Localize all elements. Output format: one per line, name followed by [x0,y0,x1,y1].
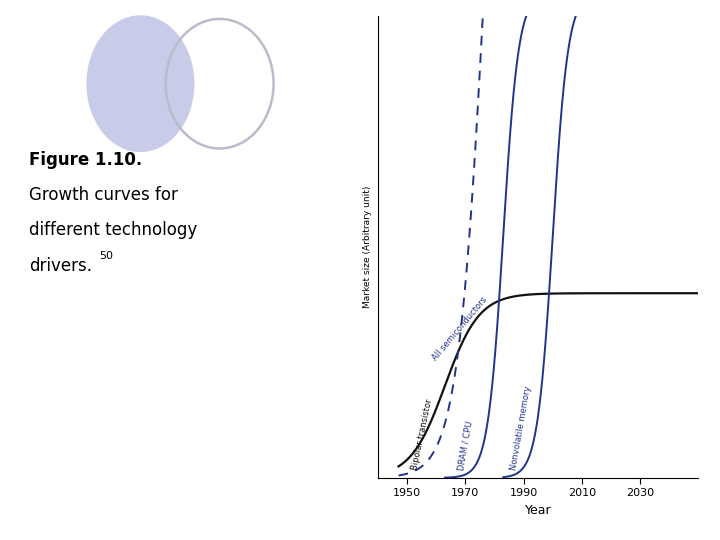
Text: Figure 1.10.: Figure 1.10. [29,151,142,169]
Text: drivers.: drivers. [29,256,92,274]
X-axis label: Year: Year [525,504,552,517]
Text: Bipolar transistor: Bipolar transistor [410,398,434,471]
Text: 50: 50 [99,251,113,261]
Y-axis label: Market size (Arbitrary unit): Market size (Arbitrary unit) [364,186,372,308]
Text: DRAM / CPU: DRAM / CPU [456,420,474,471]
Text: Nonvolatile memory: Nonvolatile memory [509,385,533,471]
Text: different technology: different technology [29,221,197,239]
Text: Growth curves for: Growth curves for [29,186,178,204]
Text: All semiconductors: All semiconductors [431,295,489,362]
